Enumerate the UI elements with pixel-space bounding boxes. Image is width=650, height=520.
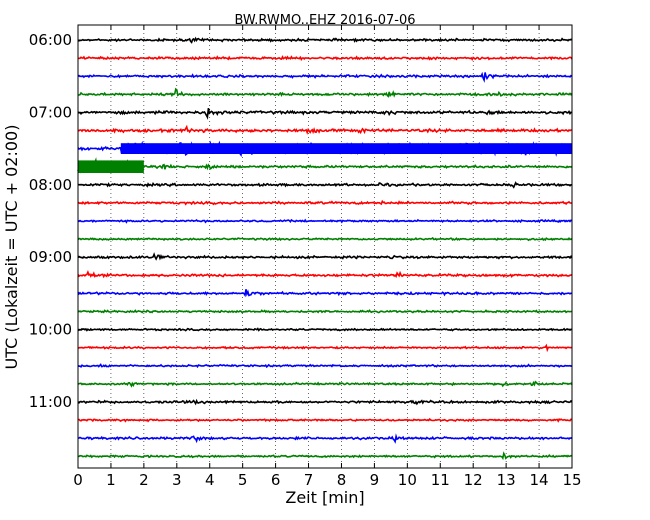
trace-1115: [77, 417, 573, 423]
y-tick-label: 06:00: [29, 31, 72, 49]
trace-0830: [77, 218, 573, 224]
y-tick-label: 11:00: [29, 393, 72, 411]
trace-1100: [77, 398, 573, 406]
x-tick-label: 11: [431, 471, 450, 489]
x-tick-label: 6: [271, 471, 281, 489]
x-tick-label: 2: [139, 471, 149, 489]
plot-frame: [77, 24, 573, 469]
trace-0900: [77, 252, 573, 261]
trace-0915: [77, 270, 573, 279]
trace-0630: [77, 71, 573, 83]
y-tick-label: 09:00: [29, 248, 72, 266]
chart-title: BW.RWMO..EHZ 2016-07-06: [234, 13, 415, 28]
y-tick-label: 07:00: [29, 103, 72, 121]
trace-0945: [77, 309, 572, 314]
trace-burst-0730: [120, 143, 573, 154]
trace-1000: [77, 327, 573, 332]
trace-1030: [77, 363, 573, 369]
x-tick-label: 5: [238, 471, 248, 489]
x-tick-label: 4: [205, 471, 215, 489]
trace-0615: [77, 55, 573, 61]
x-tick-label: 13: [497, 471, 516, 489]
trace-0700: [77, 108, 573, 120]
x-tick-label: 10: [398, 471, 417, 489]
trace-0930: [77, 289, 573, 298]
x-tick-label: 12: [464, 471, 483, 489]
x-tick-label: 8: [337, 471, 347, 489]
trace-0800: [77, 181, 573, 189]
x-tick-label: 14: [530, 471, 549, 489]
x-tick-label: 15: [562, 471, 581, 489]
x-tick-label: 9: [370, 471, 380, 489]
trace-1015: [77, 343, 572, 353]
x-tick-label: 1: [106, 471, 116, 489]
trace-burst-0745: [78, 160, 144, 173]
tick-layer: 0 1 2 3 4 5 6 7 8 9 10 11 12 13 14 1506:0007:0008:0009:…: [29, 25, 582, 489]
y-axis-label: UTC (Lokalzeit = UTC + 02:00): [2, 125, 21, 370]
trace-1130: [77, 433, 573, 444]
x-axis-label: Zeit [min]: [285, 488, 364, 507]
y-tick-label: 10:00: [29, 321, 72, 339]
trace-layer: [77, 36, 573, 461]
x-tick-label: 7: [304, 471, 314, 489]
x-tick-label: 0: [73, 471, 83, 489]
trace-0600: [77, 36, 573, 44]
x-tick-label: 3: [172, 471, 182, 489]
trace-0745: [77, 157, 573, 174]
trace-0715: [77, 124, 572, 135]
trace-0845: [77, 236, 573, 242]
trace-1045: [77, 380, 573, 388]
y-tick-label: 08:00: [29, 176, 72, 194]
trace-1145: [77, 451, 573, 461]
trace-0645: [78, 87, 573, 98]
trace-0815: [77, 199, 573, 206]
